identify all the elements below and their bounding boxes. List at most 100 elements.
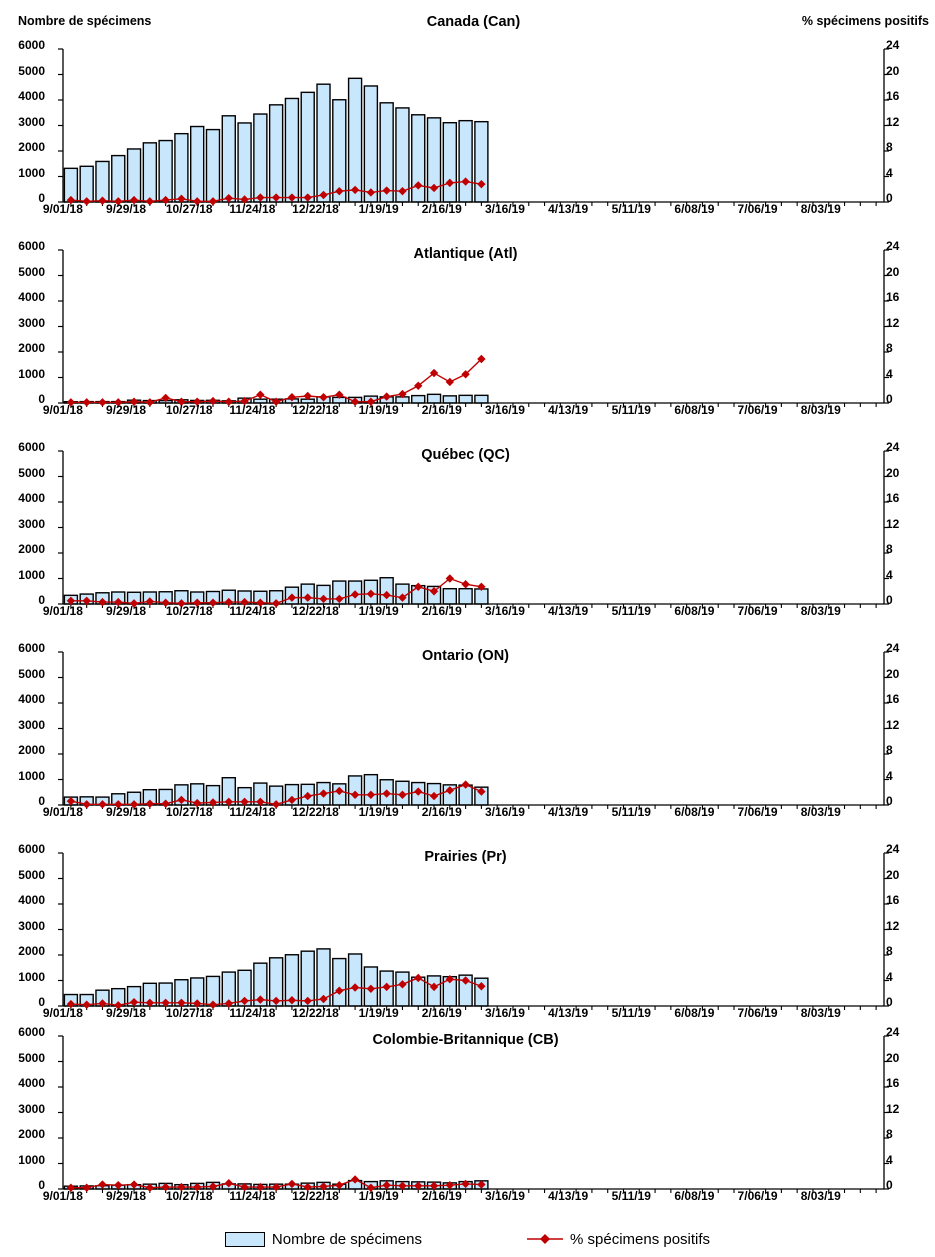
legend-item-specimens: Nombre de spécimens <box>224 1231 422 1248</box>
right-axis-tick-label: 12 <box>886 315 900 330</box>
diamond-marker <box>114 1001 123 1010</box>
diamond-marker <box>461 370 470 379</box>
right-axis-tick-label: 16 <box>886 692 900 706</box>
chart-panel-Pr: 6000 5000 4000 3000 2000 1000 0 Prairies (Pr) 24… <box>0 843 935 1024</box>
x-axis-tick-label: 2/16/19 <box>421 1006 462 1020</box>
left-y-axis: 6000 5000 4000 3000 2000 1000 0 <box>0 39 55 204</box>
left-axis-tick-label: 4000 <box>18 491 45 505</box>
x-axis-tick-label: 2/16/19 <box>421 202 462 216</box>
diamond-marker <box>177 194 186 204</box>
right-axis-tick-label: 24 <box>886 38 900 52</box>
diamond-marker <box>319 190 328 200</box>
x-axis-tick-label: 6/08/19 <box>674 1189 715 1203</box>
x-axis-tick-label: 9/01/18 <box>42 202 83 216</box>
x-axis-tick-label: 10/27/18 <box>165 1189 213 1203</box>
legend-item-positivity: % spécimens positifs <box>527 1231 710 1248</box>
x-axis-tick-label: 3/16/19 <box>484 805 525 819</box>
diamond-marker <box>256 1182 265 1192</box>
diamond-marker <box>129 195 139 205</box>
left-axis-tick-label: 6000 <box>18 440 45 454</box>
x-axis-tick-label: 1/19/19 <box>358 1189 399 1203</box>
x-axis-tick-label: 6/08/19 <box>674 805 715 819</box>
x-axis-tick-label: 8/03/19 <box>800 1189 841 1203</box>
left-axis-tick-label: 5000 <box>18 1050 45 1065</box>
x-axis-tick-label: 12/22/18 <box>292 403 339 417</box>
x-axis-tick-label: 4/13/19 <box>548 202 589 216</box>
right-axis-tick-label: 4 <box>886 366 893 381</box>
diamond-marker <box>66 195 76 205</box>
plot-area: Québec (QC) <box>55 447 889 608</box>
diamond-marker <box>366 397 376 406</box>
diamond-marker <box>303 791 312 801</box>
x-axis-tick-label: 5/11/19 <box>611 604 651 618</box>
diamond-marker <box>145 1183 155 1192</box>
right-axis-tick-label: 12 <box>886 114 900 129</box>
x-axis-tick-label: 1/19/19 <box>358 805 399 819</box>
bar-swatch-icon <box>224 1231 265 1247</box>
diamond-marker <box>66 398 76 407</box>
panel-title: Ontario (ON) <box>422 648 509 664</box>
right-axis-tick-label: 4 <box>886 1152 893 1167</box>
left-y-axis: 6000 5000 4000 3000 2000 1000 0 <box>0 1026 55 1191</box>
diamond-marker <box>429 368 439 378</box>
x-axis-tick-label: 1/19/19 <box>358 202 399 216</box>
right-axis-tick-label: 24 <box>886 641 900 655</box>
diamond-marker <box>145 799 155 808</box>
right-axis-tick-label: 12 <box>886 918 900 933</box>
left-axis-tick-label: 6000 <box>18 38 45 52</box>
right-y-axis: 24 20 16 12 8 4 0 <box>876 1026 933 1191</box>
right-axis-tick-label: 24 <box>886 842 900 856</box>
x-axis-tick-label: 5/11/19 <box>611 1189 651 1203</box>
x-axis-tick-label: 3/16/19 <box>484 1006 525 1020</box>
right-axis-tick-label: 4 <box>886 165 893 180</box>
diamond-marker <box>287 193 297 202</box>
x-axis-tick-label: 6/08/19 <box>674 604 715 618</box>
diamond-marker <box>398 389 407 399</box>
specimen-bar <box>189 125 205 203</box>
x-axis-tick-label: 4/13/19 <box>548 1189 589 1203</box>
plot-svg <box>58 852 889 1010</box>
left-axis-tick-label: 6000 <box>18 1025 45 1039</box>
diamond-marker <box>350 983 360 992</box>
diamond-marker <box>319 994 328 1004</box>
left-axis-tick-label: 6000 <box>18 842 45 856</box>
x-axis-tick-label: 1/19/19 <box>358 403 399 417</box>
diamond-marker <box>287 996 297 1005</box>
diamond-marker <box>193 1182 202 1192</box>
diamond-marker <box>382 982 391 992</box>
specimen-bar <box>268 104 284 203</box>
specimen-bar <box>332 957 347 1007</box>
right-y-axis: 24 20 16 12 8 4 0 <box>876 642 933 807</box>
right-y-axis: 24 20 16 12 8 4 0 <box>876 843 933 1008</box>
x-axis-tick-label: 1/19/19 <box>358 604 399 618</box>
left-axis-tick-label: 4000 <box>18 893 45 907</box>
diamond-marker <box>319 789 328 798</box>
specimen-bar <box>111 154 126 203</box>
right-axis-tick-label: 0 <box>886 392 893 406</box>
plot-area: Atlantique (Atl) <box>55 246 889 407</box>
diamond-marker <box>193 798 202 808</box>
panel-title: Québec (QC) <box>421 447 510 463</box>
diamond-marker <box>335 186 344 196</box>
left-axis-tick-label: 6000 <box>18 641 45 655</box>
legend-line-label: % spécimens positifs <box>570 1230 711 1248</box>
specimen-bar <box>221 115 236 203</box>
left-axis-tick-label: 0 <box>38 794 45 808</box>
diamond-marker <box>271 193 281 202</box>
left-axis-tick-label: 3000 <box>18 516 45 531</box>
right-axis-tick-label: 0 <box>886 191 893 205</box>
diamond-marker <box>114 1180 123 1190</box>
diamond-marker <box>98 196 107 205</box>
left-axis-tick-label: 1000 <box>18 366 45 381</box>
diamond-marker <box>477 982 486 991</box>
right-y-axis: 24 20 16 12 8 4 0 <box>876 240 933 405</box>
x-axis-tick-label: 5/11/19 <box>611 805 651 819</box>
x-axis-tick-label: 2/16/19 <box>421 403 462 417</box>
specimen-bar <box>253 113 268 203</box>
plot-svg <box>58 651 889 809</box>
diamond-marker <box>350 397 360 406</box>
right-axis-tick-label: 20 <box>886 264 900 279</box>
x-axis-tick-label: 12/22/18 <box>292 604 339 618</box>
specimen-bar <box>237 122 252 203</box>
x-axis-tick-label: 12/22/18 <box>292 1006 339 1020</box>
